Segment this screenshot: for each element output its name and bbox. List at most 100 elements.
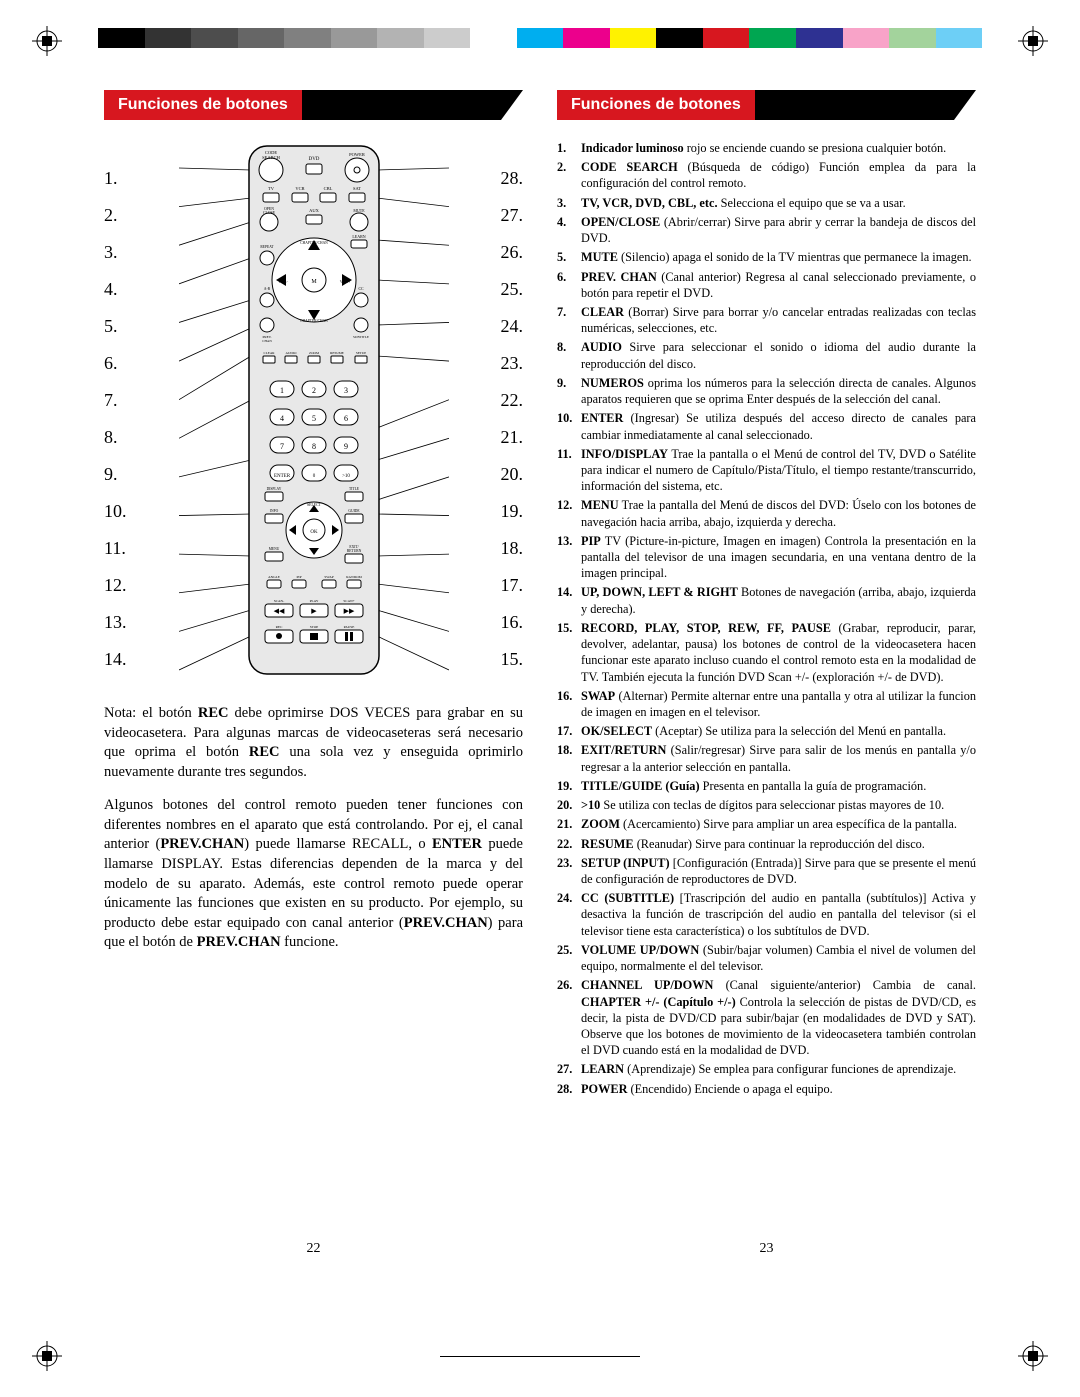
definition-item: 26.CHANNEL UP/DOWN (Canal siguiente/ante… xyxy=(557,977,976,1058)
definition-item: 24.CC (SUBTITLE) [Trascripción del audio… xyxy=(557,890,976,939)
callout-num: 2. xyxy=(104,205,138,226)
svg-text:GUIDE: GUIDE xyxy=(348,509,360,513)
section-header-tail xyxy=(755,90,976,120)
definition-item: 19.TITLE/GUIDE (Guía) Presenta en pantal… xyxy=(557,778,976,794)
page-left: Funciones de botones 1.2.3.4.5.6.7.8.9.1… xyxy=(104,90,523,1257)
svg-text:A-B: A-B xyxy=(263,287,270,291)
callout-num: 22. xyxy=(489,390,523,411)
section-header-left: Funciones de botones xyxy=(104,90,523,120)
svg-text:7: 7 xyxy=(280,442,284,451)
definition-item: 5.MUTE (Silencio) apaga el sonido de la … xyxy=(557,249,976,265)
svg-text:3: 3 xyxy=(344,386,348,395)
remote-illustration: CODESEARCH DVD POWER TV VCR AUX CBL SAT … xyxy=(144,140,483,680)
page-number-left: 22 xyxy=(104,1221,523,1257)
definition-item: 3.TV, VCR, DVD, CBL, etc. Selecciona el … xyxy=(557,195,976,211)
svg-text:M: M xyxy=(311,279,317,285)
definition-item: 27.LEARN (Aprendizaje) Se emplea para co… xyxy=(557,1061,976,1077)
svg-text:VCR: VCR xyxy=(295,186,304,191)
remote-diagram-row: 1.2.3.4.5.6.7.8.9.10.11.12.13.14. CODESE… xyxy=(104,140,523,680)
section-title: Funciones de botones xyxy=(104,90,302,120)
definition-item: 28.POWER (Encendido) Enciende o apaga el… xyxy=(557,1081,976,1097)
svg-text:5: 5 xyxy=(312,414,316,423)
spread: Funciones de botones 1.2.3.4.5.6.7.8.9.1… xyxy=(104,90,976,1257)
callout-num: 25. xyxy=(489,279,523,300)
definition-item: 23.SETUP (INPUT) [Configuración (Entrada… xyxy=(557,855,976,887)
svg-text:ENTER: ENTER xyxy=(273,474,290,479)
note-block: Nota: el botón REC debe oprimirse DOS VE… xyxy=(104,704,523,967)
svg-text:AUDIO: AUDIO xyxy=(285,351,296,355)
svg-text:TITLE: TITLE xyxy=(349,487,360,491)
svg-text:CHAPTER/CHAN: CHAPTER/CHAN xyxy=(300,241,328,245)
callout-num: 8. xyxy=(104,427,138,448)
svg-text:REC: REC xyxy=(275,625,282,629)
callout-num: 23. xyxy=(489,353,523,374)
definition-item: 10.ENTER (Ingresar) Se utiliza después d… xyxy=(557,410,976,442)
svg-text:9: 9 xyxy=(344,442,348,451)
svg-text:SEARCH: SEARCH xyxy=(262,155,281,160)
note-paragraph-2: Algunos botones del control remoto puede… xyxy=(104,796,523,953)
callout-num: 17. xyxy=(489,575,523,596)
svg-text:AUX: AUX xyxy=(309,208,319,213)
svg-text:VOL+: VOL+ xyxy=(339,279,350,284)
definition-item: 2.CODE SEARCH (Búsqueda de código) Funci… xyxy=(557,159,976,191)
definition-item: 8.AUDIO Sirve para seleccionar el sonido… xyxy=(557,339,976,371)
svg-text:ZOOM: ZOOM xyxy=(309,351,319,355)
callout-num: 7. xyxy=(104,390,138,411)
callout-numbers-right: 28.27.26.25.24.23.22.21.20.19.18.17.16.1… xyxy=(489,140,523,680)
svg-text:CC: CC xyxy=(358,287,364,291)
callout-num: 13. xyxy=(104,612,138,633)
svg-text:4: 4 xyxy=(280,414,284,423)
svg-text:SAT: SAT xyxy=(352,186,360,191)
svg-text:CBL: CBL xyxy=(323,186,332,191)
definition-item: 21.ZOOM (Acercamiento) Sirve para amplia… xyxy=(557,816,976,832)
callout-num: 10. xyxy=(104,501,138,522)
svg-text:RESUME: RESUME xyxy=(330,351,344,355)
definition-item: 12.MENU Trae la pantalla del Menú de dis… xyxy=(557,497,976,529)
svg-text:2: 2 xyxy=(312,386,316,395)
callout-num: 24. xyxy=(489,316,523,337)
registration-color-bar xyxy=(98,28,982,48)
svg-text:8: 8 xyxy=(312,442,316,451)
svg-text:STOP: STOP xyxy=(309,625,318,629)
section-header-tail xyxy=(302,90,523,120)
svg-text:PIP: PIP xyxy=(296,575,301,579)
callout-num: 1. xyxy=(104,168,138,189)
svg-text:SCAN-: SCAN- xyxy=(273,599,284,603)
callout-num: 11. xyxy=(104,538,138,559)
svg-text:SETUP: SETUP xyxy=(355,351,365,355)
page-number-right: 23 xyxy=(557,1221,976,1257)
callout-num: 5. xyxy=(104,316,138,337)
callout-num: 20. xyxy=(489,464,523,485)
footer-rule xyxy=(440,1356,640,1357)
svg-text:REPEAT: REPEAT xyxy=(260,245,274,249)
svg-text:PAUSE: PAUSE xyxy=(343,625,354,629)
remote-svg: CODESEARCH DVD POWER TV VCR AUX CBL SAT … xyxy=(179,140,449,680)
definition-item: 17.OK/SELECT (Aceptar) Se utiliza para l… xyxy=(557,723,976,739)
callout-num: 18. xyxy=(489,538,523,559)
definition-item: 9.NUMEROS oprima los números para la sel… xyxy=(557,375,976,407)
definition-item: 6.PREV. CHAN (Canal anterior) Regresa al… xyxy=(557,269,976,301)
svg-text:CHAN: CHAN xyxy=(262,339,272,343)
svg-text:SUBTITLE: SUBTITLE xyxy=(352,335,368,339)
svg-text:1: 1 xyxy=(280,386,284,395)
svg-text:>10: >10 xyxy=(342,474,350,479)
svg-text:RANDOM: RANDOM xyxy=(346,575,362,579)
svg-text:POWER: POWER xyxy=(349,152,365,157)
svg-text:INFO: INFO xyxy=(269,509,278,513)
definition-item: 11.INFO/DISPLAY Trae la pantalla o el Me… xyxy=(557,446,976,495)
svg-text:◀◀: ◀◀ xyxy=(273,607,284,615)
definition-item: 4.OPEN/CLOSE (Abrir/cerrar) Sirve para a… xyxy=(557,214,976,246)
definition-item: 20.>10 Se utiliza con teclas de dígitos … xyxy=(557,797,976,813)
svg-text:▶▶: ▶▶ xyxy=(343,607,354,615)
svg-text:DVD: DVD xyxy=(308,157,319,162)
svg-text:MUTE: MUTE xyxy=(353,208,365,213)
svg-text:LEARN: LEARN xyxy=(352,234,365,239)
callout-num: 19. xyxy=(489,501,523,522)
svg-text:VOL-: VOL- xyxy=(278,279,288,284)
definition-item: 16.SWAP (Alternar) Permite alternar entr… xyxy=(557,688,976,720)
callout-num: 21. xyxy=(489,427,523,448)
definition-item: 25.VOLUME UP/DOWN (Subir/bajar volumen) … xyxy=(557,942,976,974)
callout-num: 28. xyxy=(489,168,523,189)
svg-text:▶: ▶ xyxy=(311,607,317,615)
section-title: Funciones de botones xyxy=(557,90,755,120)
